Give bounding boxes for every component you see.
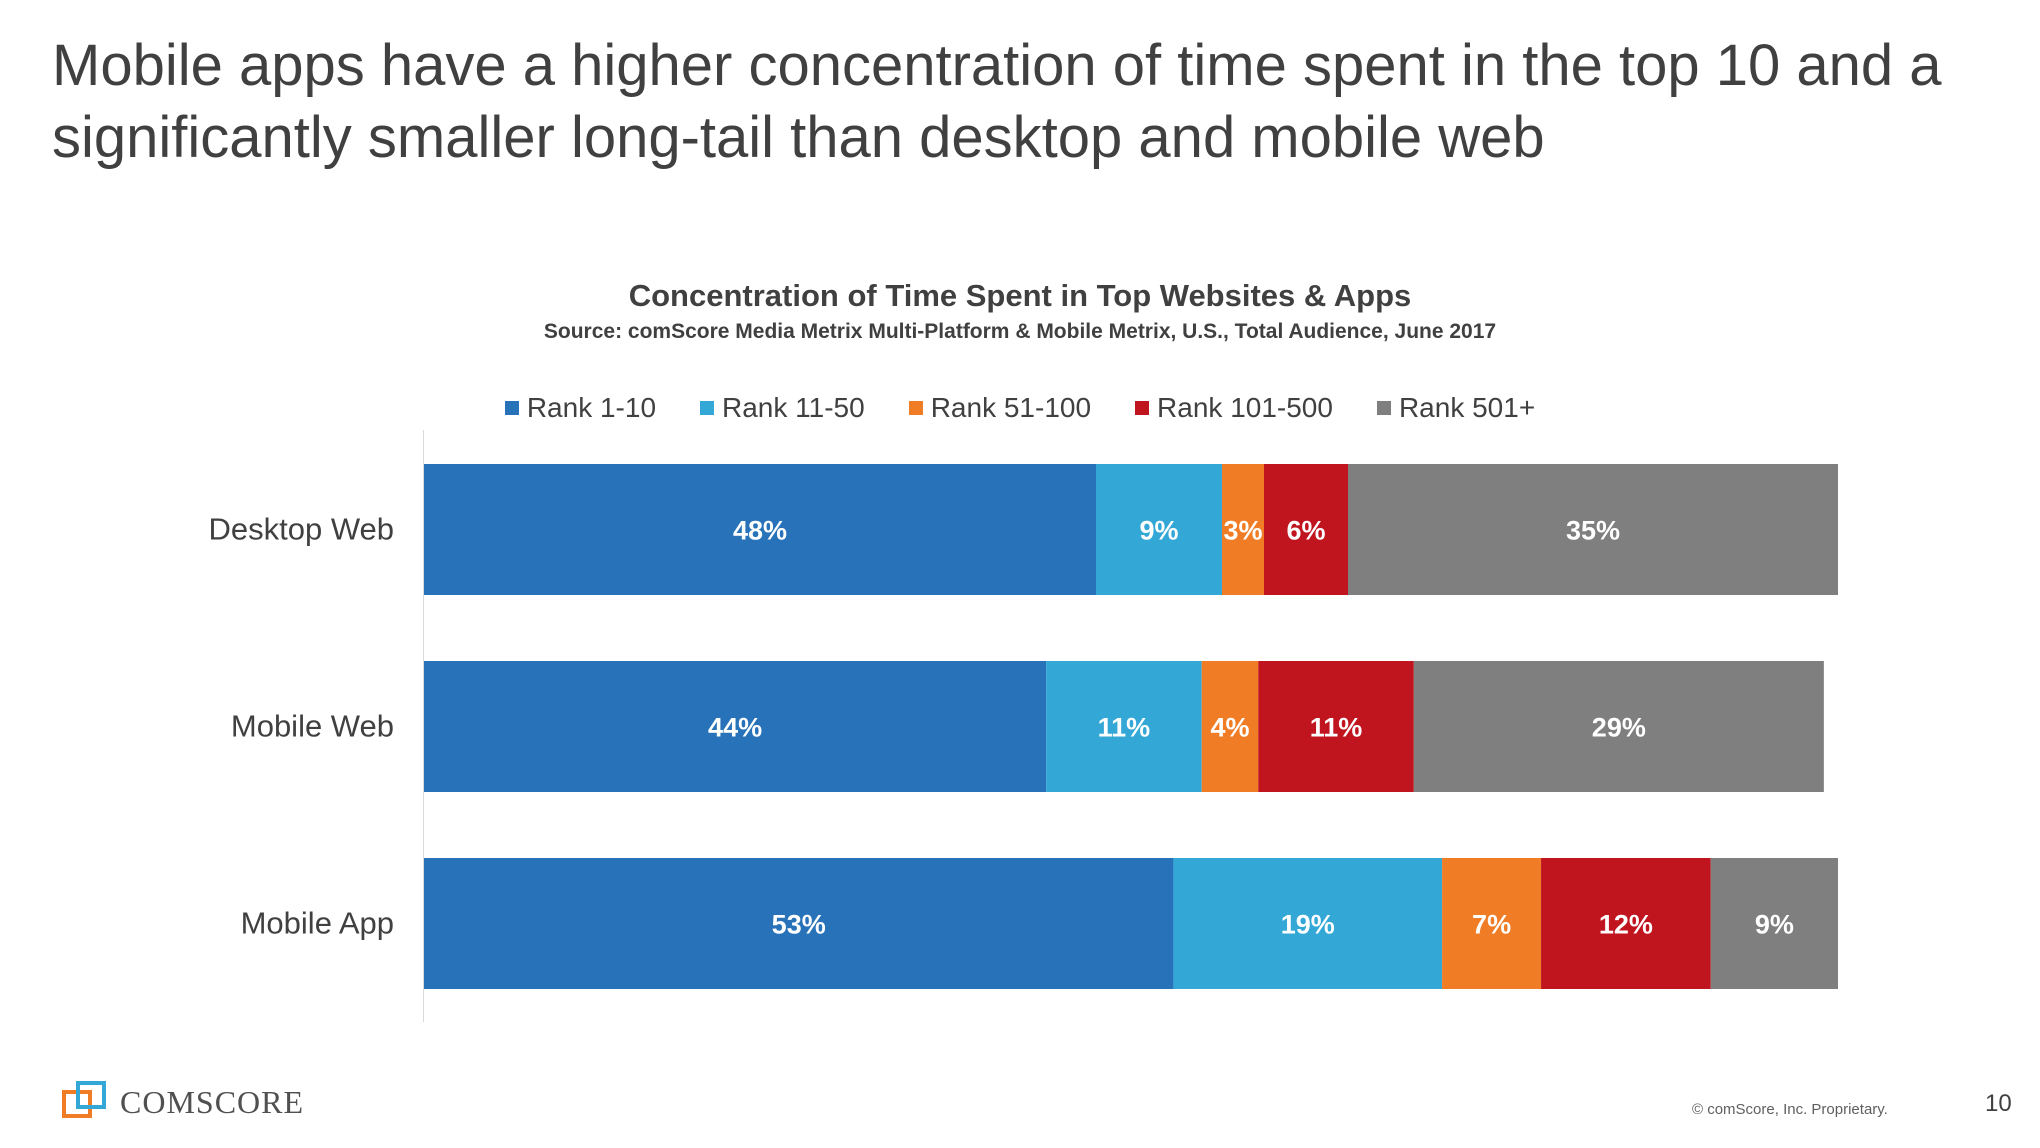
bar-data-label: 44% xyxy=(708,713,762,743)
bar-segment xyxy=(1264,464,1348,595)
bar-segment xyxy=(1096,464,1222,595)
bar-data-label: 53% xyxy=(772,910,826,940)
bar-data-label: 29% xyxy=(1592,713,1646,743)
copyright-notice: © comScore, Inc. Proprietary. xyxy=(1692,1101,1888,1118)
bar-segment xyxy=(1442,858,1542,989)
bar-segment xyxy=(1541,858,1711,989)
legend-item-rank-1-10: Rank 1-10 xyxy=(504,392,657,424)
chart-legend: Rank 1-10 Rank 11-50 Rank 51-100 Rank 10… xyxy=(0,392,2040,424)
comscore-logo-icon xyxy=(62,1080,106,1118)
bar-segment xyxy=(1046,661,1202,792)
bar-segment xyxy=(1222,464,1264,595)
comscore-logo: COMSCORE xyxy=(62,1076,304,1123)
category-label: Desktop Web xyxy=(208,512,394,547)
legend-label: Rank 501+ xyxy=(1398,392,1536,423)
bar-data-label: 3% xyxy=(1223,516,1262,546)
legend-swatch-rank-1-10 xyxy=(504,401,519,415)
legend-swatch-rank-501-plus xyxy=(1376,401,1391,415)
bar-segment xyxy=(424,661,1047,792)
bar-data-label: 19% xyxy=(1281,910,1335,940)
bar-segment xyxy=(1258,661,1414,792)
legend-item-rank-501-plus: Rank 501+ xyxy=(1376,392,1536,424)
bar-segment xyxy=(1413,661,1824,792)
bar-data-label: 6% xyxy=(1286,516,1325,546)
category-label: Mobile Web xyxy=(231,709,394,744)
bar-data-label: 9% xyxy=(1755,910,1794,940)
chart-title: Concentration of Time Spent in Top Websi… xyxy=(628,278,1412,313)
legend-label: Rank 1-10 xyxy=(526,392,657,423)
legend-swatch-rank-101-500 xyxy=(1135,401,1150,415)
bar-data-label: 9% xyxy=(1139,516,1178,546)
bar-data-label: 4% xyxy=(1210,713,1249,743)
legend-item-rank-51-100: Rank 51-100 xyxy=(908,392,1092,424)
legend-item-rank-101-500: Rank 101-500 xyxy=(1135,392,1333,424)
bar-segment xyxy=(424,858,1174,989)
bar-data-label: 11% xyxy=(1310,713,1363,743)
page-number: 10 xyxy=(1985,1090,2012,1117)
legend-item-rank-11-50: Rank 11-50 xyxy=(700,392,865,424)
bar-segment xyxy=(1173,858,1443,989)
bar-data-label: 7% xyxy=(1472,910,1511,940)
legend-label: Rank 51-100 xyxy=(930,392,1092,423)
bar-data-label: 11% xyxy=(1098,713,1151,743)
chart-subtitle: Source: comScore Media Metrix Multi-Plat… xyxy=(543,320,1497,343)
comscore-logo-wordmark: COMSCORE xyxy=(120,1084,305,1120)
legend-label: Rank 101-500 xyxy=(1157,392,1333,423)
bar-data-label: 35% xyxy=(1566,516,1620,546)
bar-segment xyxy=(1201,661,1259,792)
legend-swatch-rank-51-100 xyxy=(908,401,923,415)
bar-segment xyxy=(424,464,1096,595)
category-label: Mobile App xyxy=(241,906,394,941)
bar-segment xyxy=(1710,858,1838,989)
bar-data-label: 48% xyxy=(733,516,787,546)
legend-label: Rank 11-50 xyxy=(722,392,865,423)
bar-data-label: 12% xyxy=(1599,910,1653,940)
slide-headline: Mobile apps have a higher concentration … xyxy=(52,33,1942,170)
bar-segment xyxy=(1348,464,1838,595)
legend-swatch-rank-11-50 xyxy=(700,401,715,415)
